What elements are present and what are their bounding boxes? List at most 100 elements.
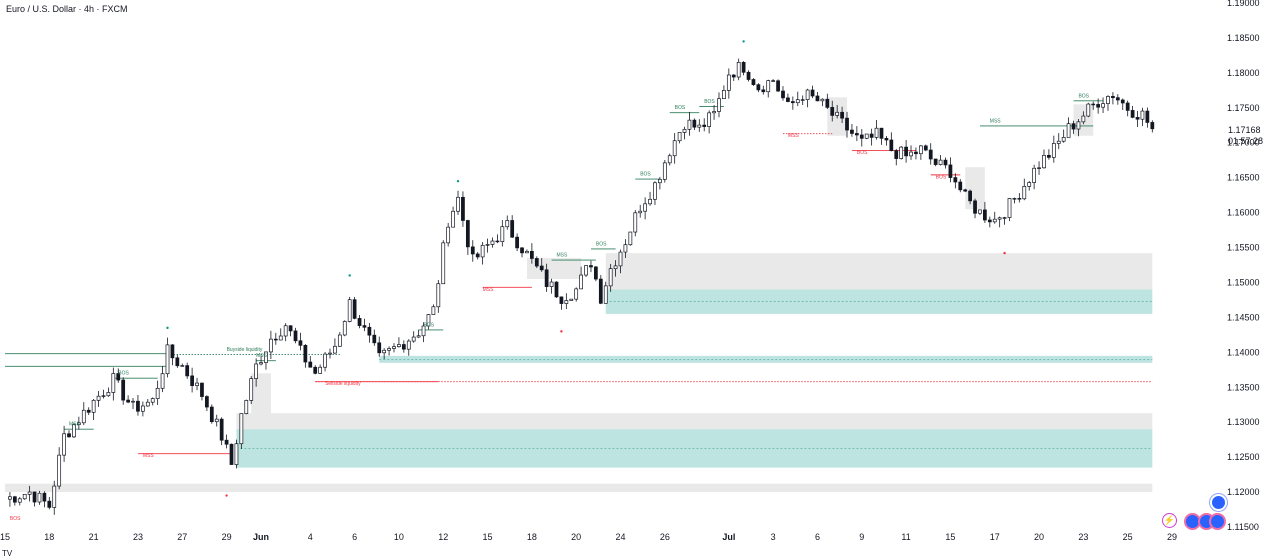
candle-bearish <box>475 253 480 258</box>
candle-bullish <box>1076 121 1081 130</box>
candle-bullish <box>505 220 510 228</box>
candle-bearish <box>293 330 298 342</box>
candle-bullish <box>662 162 667 180</box>
price-tick-label: 1.12500 <box>1227 452 1260 462</box>
indicator-icon[interactable] <box>1209 513 1226 530</box>
candle-bullish <box>613 265 618 270</box>
time-tick-label: 4 <box>308 532 313 542</box>
candle-bearish <box>598 278 603 304</box>
candle-bearish <box>1096 104 1101 108</box>
candle-bullish <box>672 140 677 157</box>
candle-bullish <box>603 285 608 304</box>
price-axis[interactable]: 1.11500 1.12000 1.12500 1.13000 1.13500 1.140… <box>1227 0 1260 532</box>
candle-bearish <box>958 181 963 191</box>
candle-bullish <box>549 281 554 287</box>
time-tick-label: 25 <box>1123 532 1133 542</box>
candle-bearish <box>968 190 972 202</box>
candle-bullish <box>899 146 904 159</box>
candle-bearish <box>32 491 37 503</box>
candle-bullish <box>456 196 460 212</box>
candle-bullish <box>584 265 588 276</box>
candle-bearish <box>983 209 987 221</box>
candle-bearish <box>830 107 835 116</box>
candle-bullish <box>249 378 254 401</box>
candle-bullish <box>697 124 702 128</box>
structure-label: BOS <box>936 174 947 180</box>
candle-bearish <box>904 146 908 157</box>
candle-bearish <box>859 134 864 139</box>
candle-bullish <box>1012 198 1017 200</box>
candle-bearish <box>298 340 303 346</box>
candle-bullish <box>347 299 352 322</box>
candle-bearish <box>362 325 367 328</box>
candle-bearish <box>771 80 776 82</box>
candle-bullish <box>874 127 879 138</box>
candle-bearish <box>116 373 121 381</box>
candle-bullish <box>283 325 288 337</box>
indicator-icon[interactable] <box>1210 494 1227 511</box>
candle-bullish <box>278 335 283 341</box>
price-tick-label: 1.14000 <box>1227 347 1260 357</box>
candle-bullish <box>938 159 943 165</box>
candle-bearish <box>1125 102 1130 111</box>
candle-bullish <box>1081 115 1086 123</box>
candle-bullish <box>648 198 652 205</box>
candle-bullish <box>411 336 416 342</box>
candle-bearish <box>879 127 884 139</box>
price-tick-label: 1.15000 <box>1227 277 1260 287</box>
candle-bullish <box>687 119 692 130</box>
symbol-title[interactable]: Euro / U.S. Dollar · 4h · FXCM <box>6 4 128 14</box>
candle-bullish <box>726 74 731 91</box>
time-axis[interactable]: 15 18 21 23 27 29 Jun 4 6 10 12 15 18 20 24 26 Jul 3 6 9 11 1… <box>0 532 1177 542</box>
candle-bullish <box>1027 182 1032 187</box>
candle-bullish <box>17 498 22 503</box>
candle-bullish <box>165 344 170 375</box>
candle-bearish <box>894 150 899 159</box>
candle-bearish <box>170 344 175 359</box>
candle-bearish <box>67 433 71 438</box>
candle-bullish <box>643 203 648 212</box>
candle-bearish <box>224 439 229 445</box>
candle-bullish <box>717 98 721 112</box>
pivot-markers <box>166 40 1006 497</box>
lightning-icon[interactable]: ⚡ <box>1162 513 1177 528</box>
candle-bearish <box>288 325 293 332</box>
candle-bullish <box>333 345 337 354</box>
candle-bullish <box>978 209 982 214</box>
candle-bullish <box>259 362 263 365</box>
candle-bearish <box>1091 103 1096 106</box>
time-tick-label: 18 <box>44 532 54 542</box>
time-tick-label: 15 <box>483 532 493 542</box>
candle-bearish <box>544 269 549 287</box>
candle-bullish <box>101 395 106 397</box>
candle-bullish <box>145 401 150 407</box>
candle-bullish <box>1037 167 1041 169</box>
price-tick-label: 1.12000 <box>1227 487 1260 497</box>
price-axis-background <box>1178 0 1271 557</box>
candle-bearish <box>313 366 318 374</box>
time-tick-label: 3 <box>771 532 776 542</box>
candle-bullish <box>62 433 66 456</box>
candle-bullish <box>397 344 401 348</box>
footer-note: TV <box>2 549 13 558</box>
candle-bullish <box>72 424 76 438</box>
candle-bearish <box>510 220 515 238</box>
candle-bullish <box>323 353 327 368</box>
candle-bullish <box>1051 143 1056 158</box>
time-tick-label: 17 <box>990 532 1000 542</box>
price-tick-label: 1.18000 <box>1227 68 1260 78</box>
candle-bullish <box>382 349 387 354</box>
structure-label: BOS <box>424 322 435 328</box>
candle-bearish <box>923 145 928 151</box>
candle-bearish <box>559 296 564 304</box>
structure-label: BOS <box>704 99 715 105</box>
structure-label: BOS <box>596 241 607 247</box>
candle-bearish <box>1115 97 1120 101</box>
candle-bullish <box>22 493 27 500</box>
candle-bearish <box>1130 110 1135 118</box>
pivot-high-marker <box>348 274 351 277</box>
candle-bullish <box>96 395 101 401</box>
bullish-order-block <box>379 355 1153 363</box>
structure-label: MSS <box>69 422 81 428</box>
